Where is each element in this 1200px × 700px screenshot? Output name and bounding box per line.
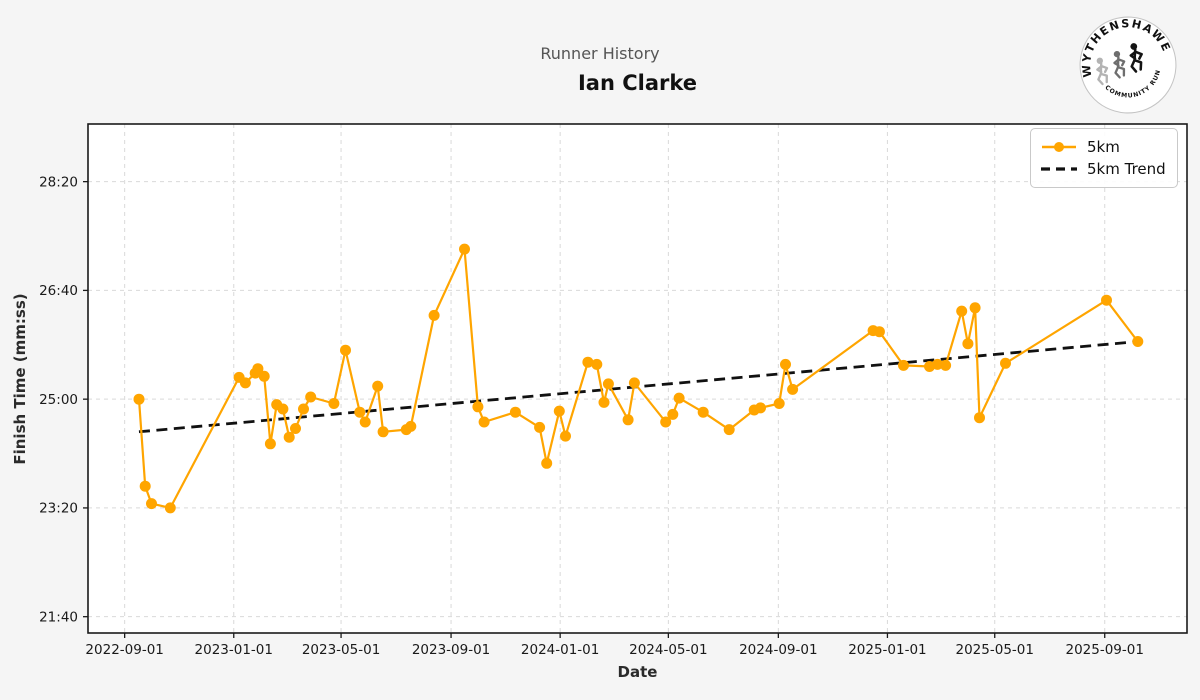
svg-text:2023-01-01: 2023-01-01 (195, 642, 273, 658)
svg-text:2025-01-01: 2025-01-01 (848, 642, 926, 658)
legend-label-5km-trend: 5km Trend (1087, 160, 1166, 178)
tick-marks (83, 180, 1106, 638)
logo-runner-icons (1096, 43, 1143, 86)
svg-text:23:20: 23:20 (39, 501, 78, 517)
series-markers (133, 243, 1144, 514)
svg-text:2025-09-01: 2025-09-01 (1065, 642, 1143, 658)
runner-name-title: Ian Clarke (577, 71, 698, 95)
chart-subtitle: Runner History (540, 44, 660, 63)
logo-circle (1079, 16, 1177, 114)
x-axis-label: Date (617, 663, 658, 681)
svg-text:2024-09-01: 2024-09-01 (739, 642, 817, 658)
trend-line (138, 340, 1138, 434)
legend-item-5km: 5km (1040, 136, 1167, 158)
legend-line-marker-icon (1042, 142, 1076, 152)
y-axis-label: Finish Time (mm:ss) (11, 293, 29, 465)
legend-label-5km: 5km (1087, 138, 1120, 156)
svg-text:2024-05-01: 2024-05-01 (629, 642, 707, 658)
grid (88, 124, 1187, 633)
tick-labels: 2022-09-01 2023-01-01 2023-05-01 2023-09-01… (39, 174, 1144, 658)
svg-text:2025-05-01: 2025-05-01 (956, 642, 1034, 658)
svg-text:2022-09-01: 2022-09-01 (85, 642, 163, 658)
svg-text:28:20: 28:20 (39, 174, 78, 190)
svg-text:2024-01-01: 2024-01-01 (521, 642, 599, 658)
wythenshawe-community-run-logo: WYTHENSHAWE COMMUNITY RUN (1077, 14, 1177, 114)
legend-dashed-line-icon (1041, 167, 1077, 171)
legend: 5km 5km Trend (1030, 128, 1178, 188)
axes-spines (87, 123, 1188, 634)
svg-text:21:40: 21:40 (39, 609, 78, 625)
legend-item-5km-trend: 5km Trend (1040, 158, 1167, 180)
svg-text:25:00: 25:00 (39, 392, 78, 408)
svg-text:26:40: 26:40 (39, 283, 78, 299)
svg-text:2023-05-01: 2023-05-01 (302, 642, 380, 658)
svg-text:2023-09-01: 2023-09-01 (412, 642, 490, 658)
